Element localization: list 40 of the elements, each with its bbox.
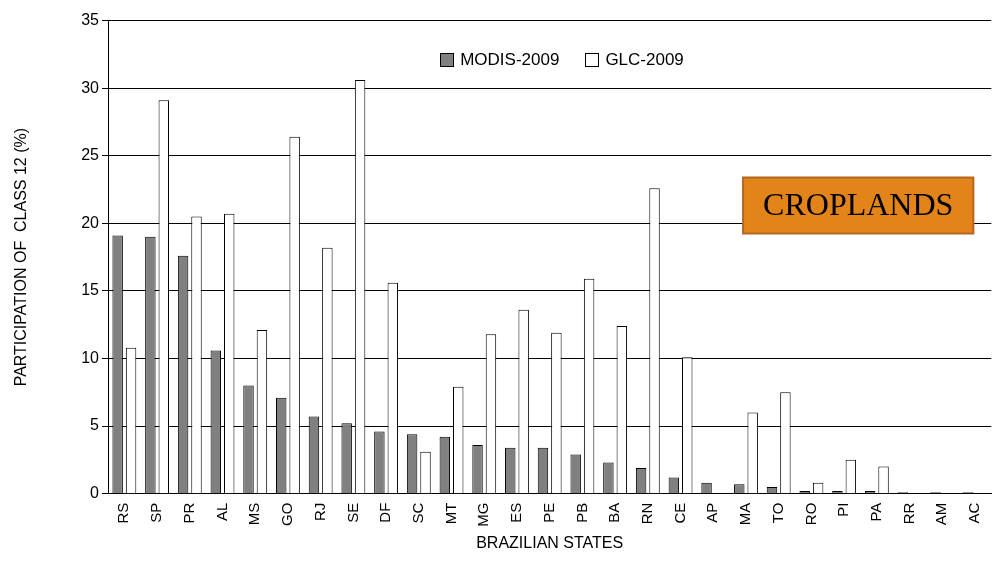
x-tick-label: AL <box>212 502 230 521</box>
x-tick-label: CE <box>670 502 688 524</box>
y-tick-label: 20 <box>81 213 100 231</box>
x-axis-title: BRAZILIAN STATES <box>476 533 624 551</box>
x-tick-label: GO <box>278 502 296 526</box>
y-tick-label: 35 <box>81 11 100 29</box>
x-tick-label: BA <box>605 502 623 523</box>
x-tick-label: SC <box>408 502 426 524</box>
text: GLC-2009 <box>605 50 684 70</box>
y-tick-label: 0 <box>90 484 100 502</box>
y-tick-label: 10 <box>81 348 100 366</box>
x-tick-label: PB <box>572 502 590 523</box>
x-tick-label: PE <box>539 502 557 523</box>
x-tick-label: RR <box>899 502 917 525</box>
x-tick-label: MT <box>441 502 459 525</box>
x-tick-label: PI <box>834 502 852 517</box>
y-axis-title: PARTICIPATION OF CLASS 12 (%) <box>12 127 30 387</box>
x-tick-label: AM <box>932 502 950 526</box>
y-tick-label: 30 <box>81 78 100 96</box>
x-tick-label: RS <box>114 502 132 524</box>
x-tick-label: RJ <box>310 502 328 521</box>
x-tick-label: SP <box>147 502 165 523</box>
x-tick-label: MS <box>245 502 263 526</box>
x-tick-label: DF <box>376 502 394 523</box>
x-tick-label: PR <box>179 502 197 524</box>
x-tick-label: TO <box>768 502 786 524</box>
legend-label: MODIS-2009 <box>460 50 560 70</box>
x-tick-label: AC <box>965 502 983 524</box>
x-tick-label: MG <box>474 502 492 527</box>
x-tick-label: AP <box>703 502 721 523</box>
x-tick-label: MA <box>736 502 754 526</box>
x-tick-label: SE <box>343 502 361 523</box>
y-tick-label: 5 <box>90 416 100 434</box>
y-tick-label: 15 <box>81 281 100 299</box>
x-tick-label: ES <box>507 502 525 523</box>
x-tick-label: RO <box>801 502 819 526</box>
x-tick-label: PA <box>866 502 884 522</box>
y-tick-label: 25 <box>81 146 100 164</box>
annotation: CROPLANDS <box>763 186 954 223</box>
x-tick-label: RN <box>637 502 655 525</box>
